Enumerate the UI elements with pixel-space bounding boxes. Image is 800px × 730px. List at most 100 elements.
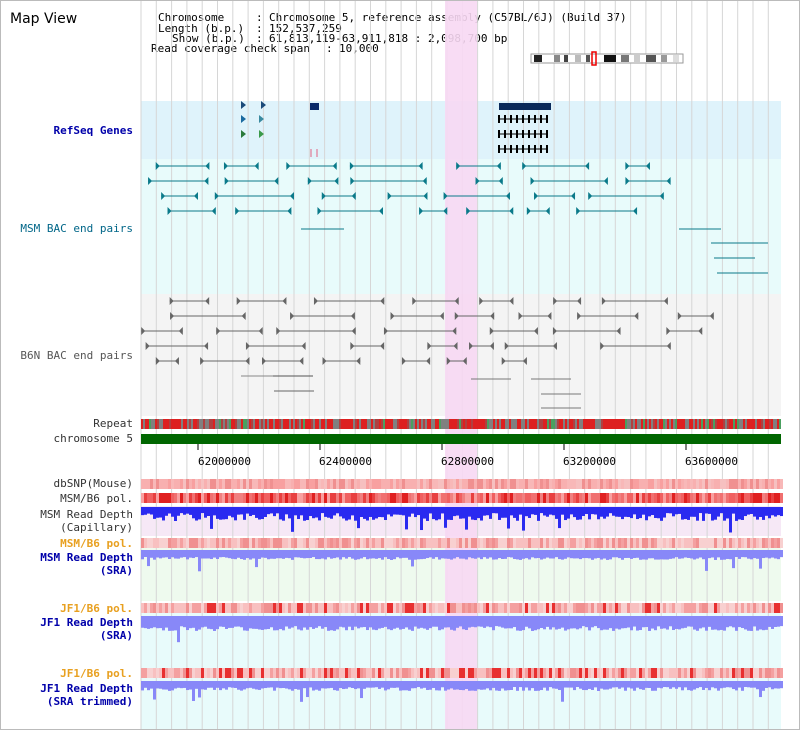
bac-end-marker: [148, 177, 153, 185]
read-depth-bar: [270, 616, 273, 628]
repeat-segment: [657, 419, 659, 429]
read-depth-bar: [480, 616, 483, 627]
polymorphism-cell: [726, 479, 729, 489]
polymorphism-cell: [630, 668, 633, 678]
read-depth-bar: [678, 507, 681, 514]
repeat-segment: [715, 419, 717, 429]
repeat-segment: [219, 419, 221, 429]
bac-end-marker: [216, 327, 221, 335]
bac-end-marker: [200, 357, 205, 365]
bac-end-marker: [571, 192, 576, 200]
repeat-segment: [147, 419, 149, 429]
polymorphism-cell: [288, 479, 291, 489]
read-depth-bar: [201, 681, 204, 690]
polymorphism-cell: [396, 479, 399, 489]
polymorphism-cell: [714, 479, 717, 489]
polymorphism-cell: [204, 493, 207, 503]
read-depth-bar: [222, 616, 225, 627]
read-depth-bar: [630, 616, 633, 631]
polymorphism-cell: [480, 493, 483, 503]
read-depth-bar: [687, 550, 690, 558]
polymorphism-cell: [744, 479, 747, 489]
polymorphism-cell: [759, 538, 762, 548]
bac-end-marker: [141, 327, 146, 335]
polymorphism-cell: [255, 668, 258, 678]
polymorphism-cell: [738, 538, 741, 548]
read-depth-bar: [657, 681, 660, 688]
bac-end-marker: [356, 357, 361, 365]
repeat-segment: [763, 419, 765, 429]
polymorphism-cell: [501, 668, 504, 678]
polymorphism-cell: [564, 479, 567, 489]
ideogram-band: [534, 55, 542, 62]
polymorphism-cell: [411, 479, 414, 489]
polymorphism-cell: [576, 668, 579, 678]
track-label-b6n-bac[interactable]: B6N BAC end pairs: [20, 349, 133, 362]
polymorphism-cell: [780, 479, 783, 489]
read-depth-bar: [222, 681, 225, 689]
polymorphism-cell: [435, 538, 438, 548]
polymorphism-cell: [534, 603, 537, 613]
read-depth-bar: [393, 681, 396, 688]
polymorphism-cell: [438, 538, 441, 548]
read-depth-bar: [366, 681, 369, 688]
polymorphism-cell: [660, 668, 663, 678]
bac-end-marker: [501, 357, 506, 365]
polymorphism-cell: [501, 479, 504, 489]
repeat-segment: [429, 419, 431, 429]
repeat-segment: [431, 419, 433, 429]
read-depth-bar: [705, 507, 708, 514]
read-depth-bar: [561, 681, 564, 702]
read-depth-bar: [543, 550, 546, 559]
repeat-segment: [605, 419, 607, 429]
repeat-segment: [209, 419, 211, 429]
read-depth-bar: [642, 681, 645, 690]
repeat-segment: [199, 419, 201, 429]
polymorphism-cell: [201, 668, 204, 678]
track-label-refseq[interactable]: RefSeq Genes: [53, 124, 133, 137]
repeat-segment: [169, 419, 171, 429]
polymorphism-cell: [246, 493, 249, 503]
read-depth-bar: [207, 507, 210, 517]
read-depth-bar: [513, 681, 516, 688]
read-depth-bar: [375, 507, 378, 519]
polymorphism-cell: [477, 603, 480, 613]
repeat-segment: [323, 419, 325, 429]
polymorphism-cell: [459, 479, 462, 489]
polymorphism-cell: [645, 603, 648, 613]
polymorphism-cell: [591, 479, 594, 489]
track-label-msm-bac[interactable]: MSM BAC end pairs: [20, 222, 133, 235]
repeat-segment: [307, 419, 309, 429]
read-depth-bar: [687, 616, 690, 627]
polymorphism-cell: [210, 493, 213, 503]
track-label-chromosome: chromosome 5: [53, 432, 133, 445]
polymorphism-cell: [729, 603, 732, 613]
bac-end-marker: [204, 177, 209, 185]
read-depth-bar: [468, 681, 471, 691]
polymorphism-cell: [636, 493, 639, 503]
ideogram-band: [554, 55, 560, 62]
repeat-segment: [573, 419, 575, 429]
polymorphism-cell: [546, 493, 549, 503]
polymorphism-cell: [591, 603, 594, 613]
read-depth-bar: [627, 681, 630, 688]
bac-end-marker: [454, 312, 459, 320]
read-depth-bar: [360, 550, 363, 559]
polymorphism-cell: [189, 603, 192, 613]
polymorphism-cell: [387, 479, 390, 489]
polymorphism-cell: [495, 538, 498, 548]
polymorphism-cell: [666, 479, 669, 489]
read-depth-bar: [324, 681, 327, 689]
bac-end-marker: [350, 342, 355, 350]
gene-exon: [522, 145, 524, 153]
repeat-segment: [607, 419, 609, 429]
bac-end-marker: [468, 342, 473, 350]
read-depth-bar: [321, 550, 324, 559]
repeat-segment: [399, 419, 401, 429]
polymorphism-cell: [465, 493, 468, 503]
read-depth-bar: [156, 681, 159, 689]
polymorphism-cell: [708, 603, 711, 613]
polymorphism-cell: [642, 538, 645, 548]
read-depth-bar: [228, 550, 231, 559]
